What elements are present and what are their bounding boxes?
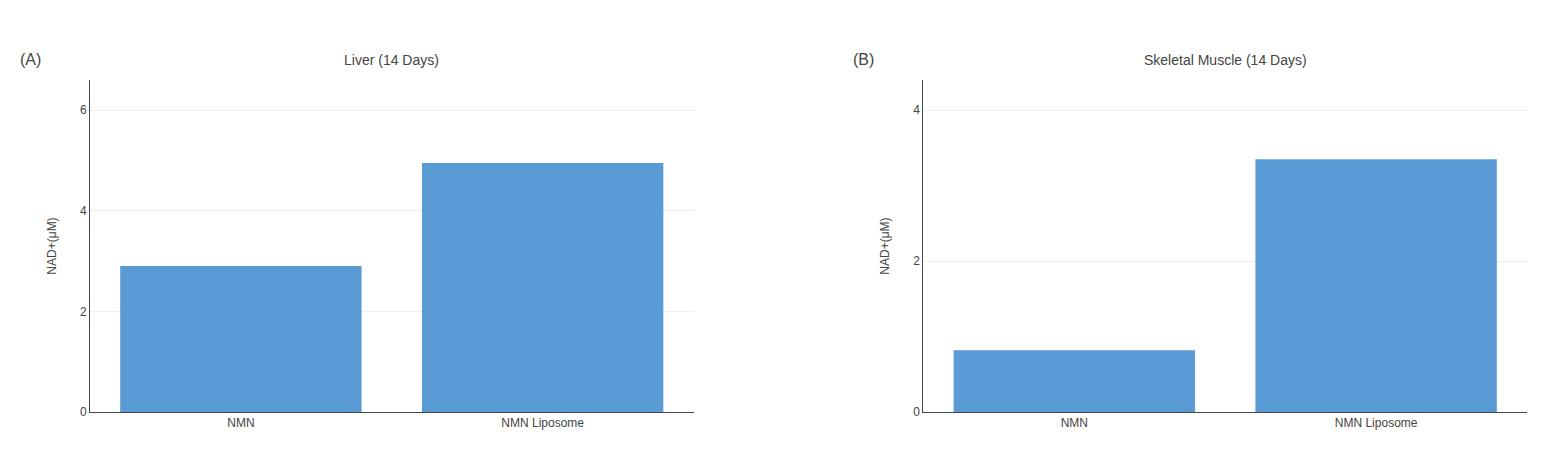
svg-text:6: 6 xyxy=(80,103,87,117)
svg-text:NAD+(μM): NAD+(μM) xyxy=(45,217,59,274)
svg-text:0: 0 xyxy=(913,405,920,419)
svg-text:(B): (B) xyxy=(853,51,874,68)
svg-text:NMN Liposome: NMN Liposome xyxy=(1335,416,1418,430)
svg-text:NMN: NMN xyxy=(227,416,254,430)
svg-text:NMN: NMN xyxy=(1061,416,1088,430)
svg-text:2: 2 xyxy=(80,305,87,319)
svg-text:4: 4 xyxy=(913,103,920,117)
svg-text:Skeletal Muscle (14 Days): Skeletal Muscle (14 Days) xyxy=(1144,52,1307,68)
svg-text:(A): (A) xyxy=(20,51,41,68)
svg-text:4: 4 xyxy=(80,204,87,218)
svg-text:Liver (14 Days): Liver (14 Days) xyxy=(344,52,439,68)
svg-text:NAD+(μM): NAD+(μM) xyxy=(878,217,892,274)
svg-text:NMN Liposome: NMN Liposome xyxy=(501,416,584,430)
svg-text:0: 0 xyxy=(80,405,87,419)
svg-text:2: 2 xyxy=(913,254,920,268)
